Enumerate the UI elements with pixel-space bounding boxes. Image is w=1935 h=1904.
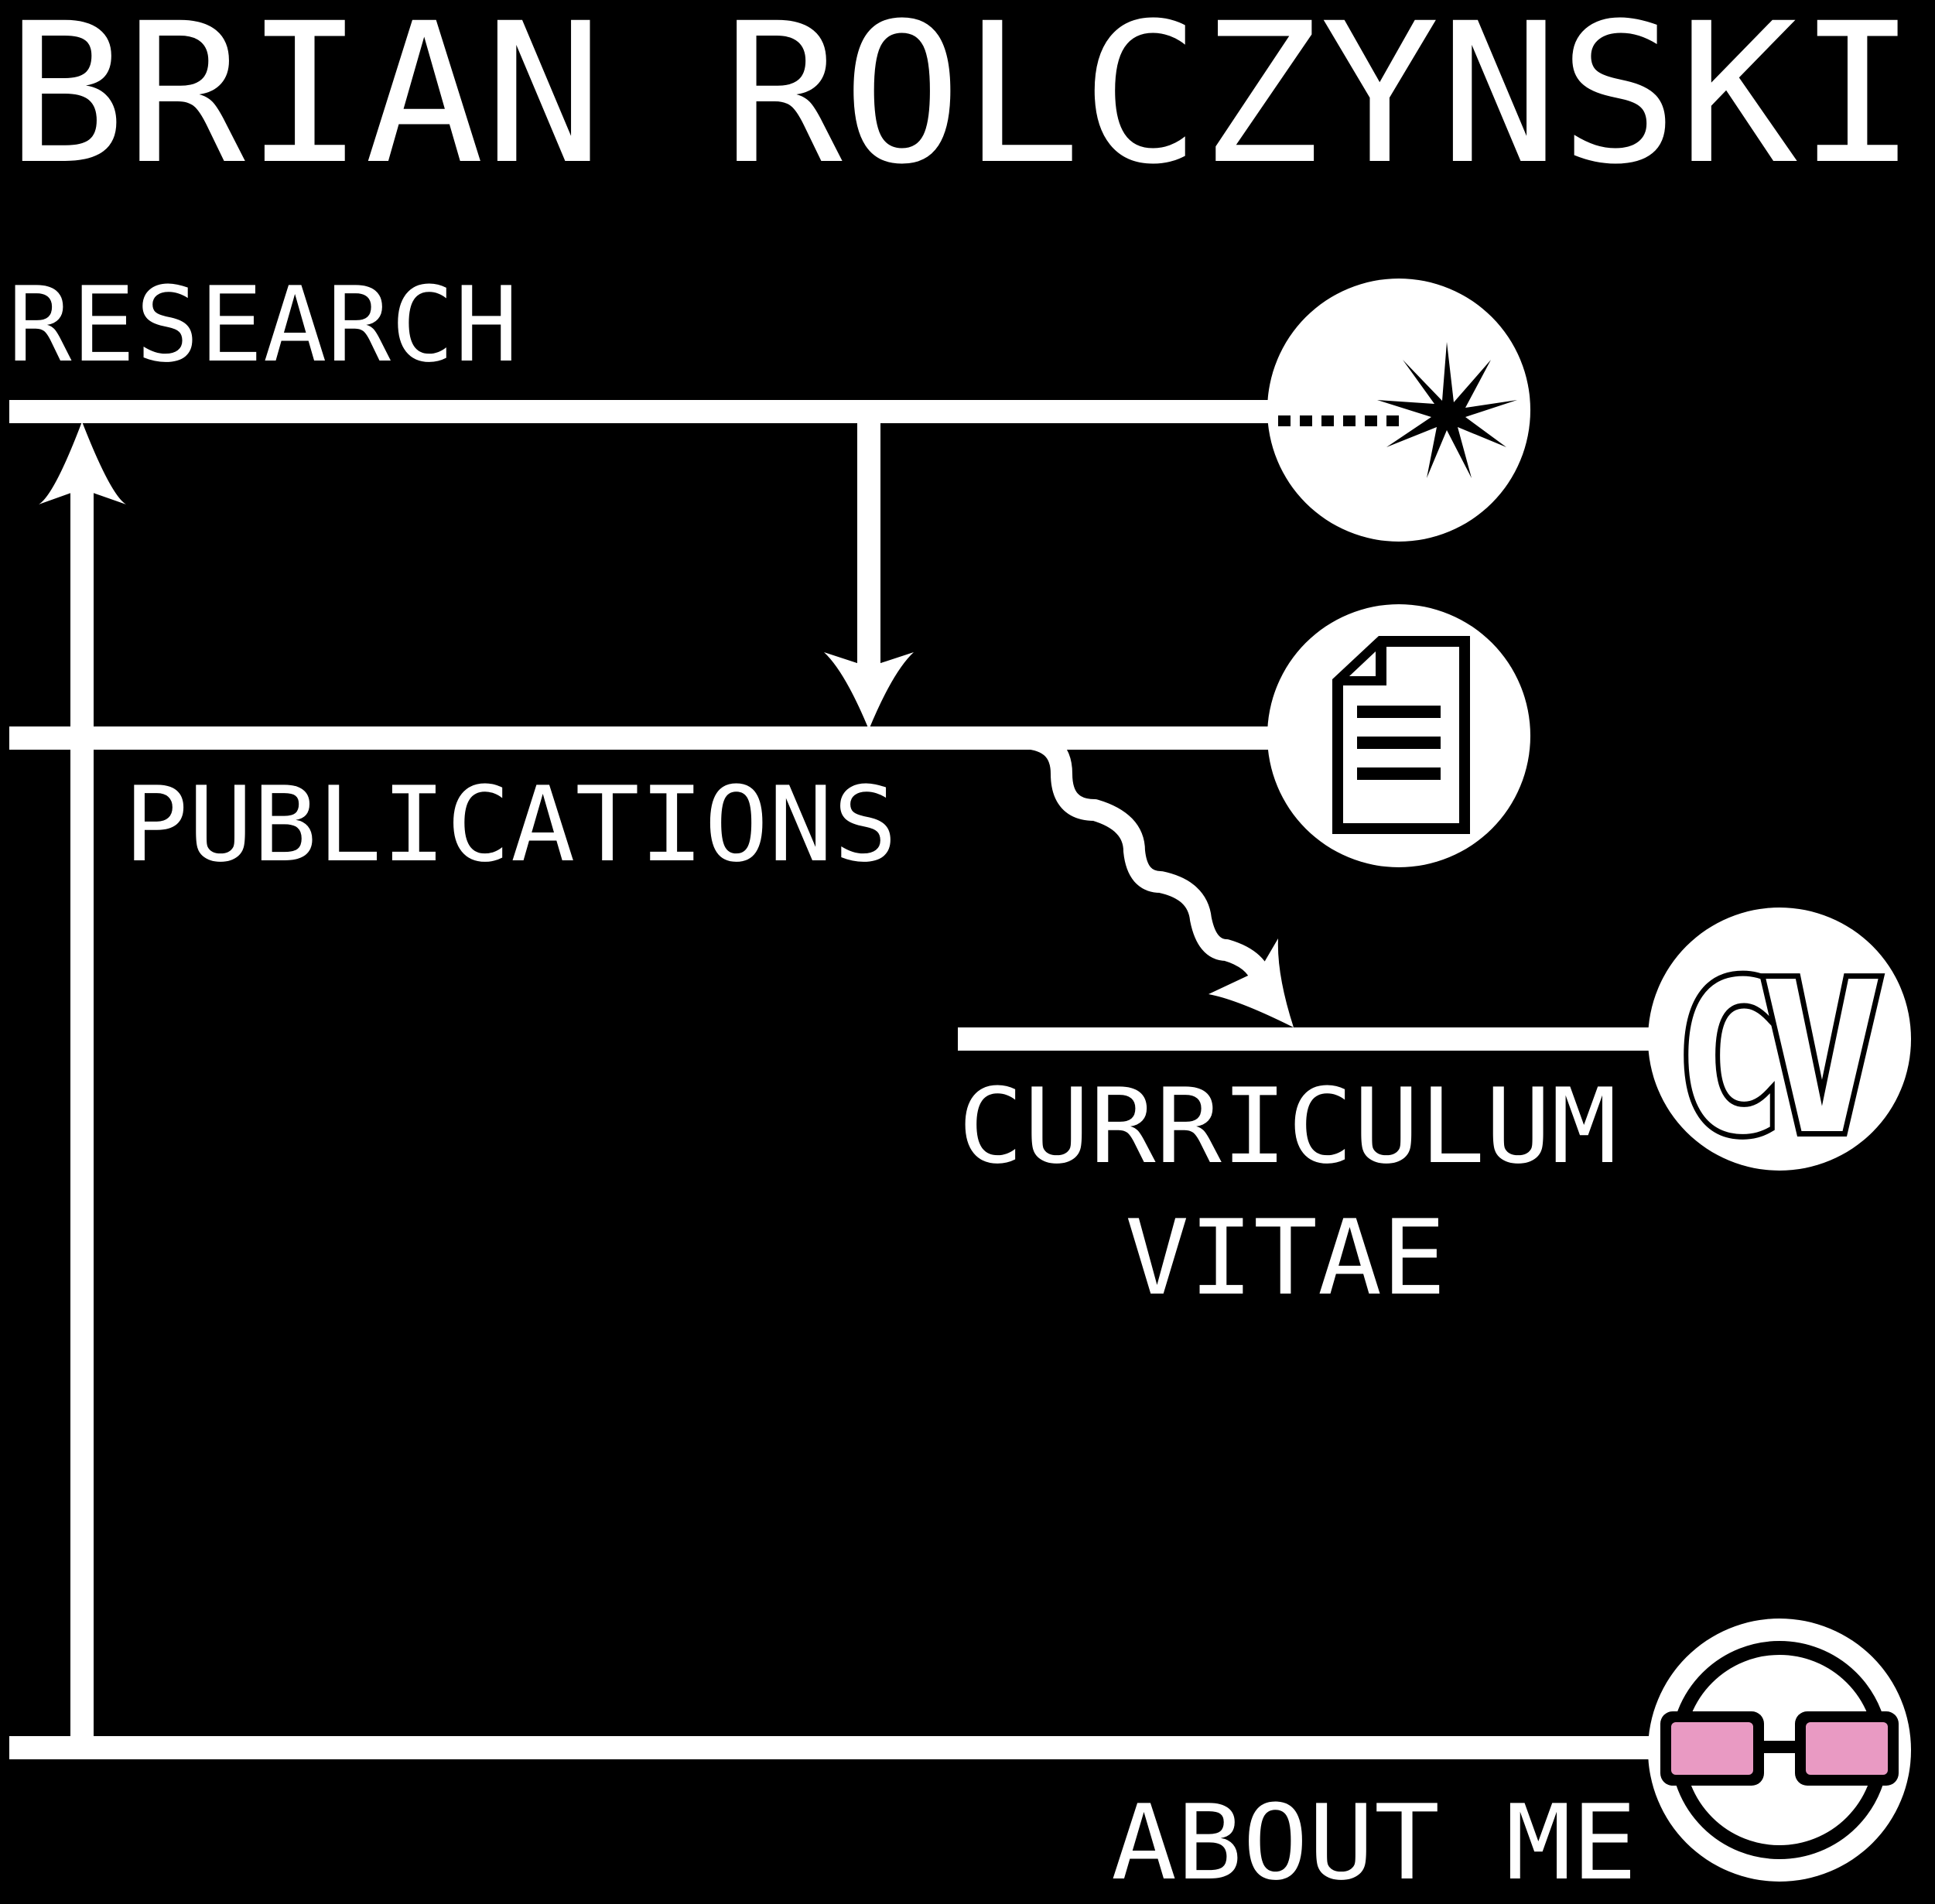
- arrow-down-icon: [824, 652, 914, 730]
- left-lens: [1671, 1722, 1753, 1775]
- cv-icon-circle: [1648, 908, 1911, 1171]
- arrow-up-icon: [39, 422, 126, 504]
- arrow-down-right-icon: [1209, 938, 1294, 1027]
- cv-link[interactable]: CURRICULUM VITAE C V: [958, 908, 1911, 1318]
- cv-icon-v: V: [1760, 937, 1884, 1181]
- right-lens: [1806, 1722, 1888, 1775]
- cv-icon-c: C: [1675, 937, 1783, 1181]
- research-icon-circle: [1267, 279, 1530, 542]
- arrowheads: [39, 422, 1294, 1027]
- glasses-icon: [1660, 1641, 1899, 1859]
- research-link[interactable]: RESEARCH: [8, 265, 1530, 542]
- publications-label: PUBLICATIONS: [124, 764, 897, 885]
- document-icon: [1332, 636, 1470, 834]
- about-label: ABOUT ME: [1111, 1783, 1637, 1903]
- publications-to-cv-wavy-line: [1009, 727, 1273, 993]
- cv-label-line1: CURRICULUM: [958, 1066, 1617, 1187]
- publications-link[interactable]: PUBLICATIONS: [124, 604, 1530, 885]
- research-label: RESEARCH: [8, 265, 518, 385]
- laser-burst-icon: [1278, 342, 1517, 478]
- about-link[interactable]: ABOUT ME: [1111, 1619, 1911, 1903]
- cv-icon: C V: [1670, 931, 1889, 1186]
- connector-lines: [9, 400, 1656, 1759]
- cv-label-line2: VITAE: [1125, 1198, 1446, 1318]
- site-title: BRIAN ROLCZYNSKI: [6, 0, 1917, 207]
